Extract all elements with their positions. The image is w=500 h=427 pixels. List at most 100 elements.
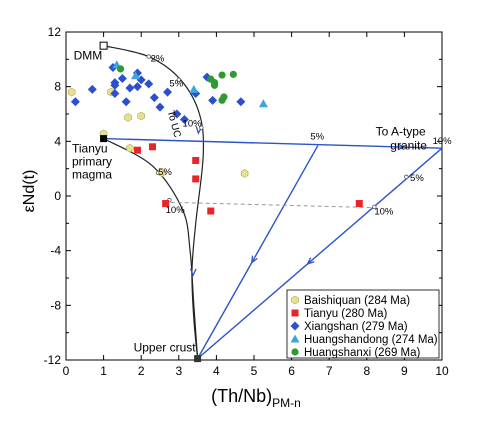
x-tick-label: 4 <box>213 364 220 378</box>
y-tick-label: 12 <box>48 25 62 39</box>
xiangshan-point <box>110 89 120 98</box>
primary-crust-mixing-curve <box>103 138 199 359</box>
dashed-mixing-line <box>163 201 375 209</box>
crust-to-granite-5pct-line <box>196 145 319 359</box>
legend-label-tianyu: Tianyu (280 Ma) <box>304 308 387 320</box>
legend-marker-huangshandong <box>290 334 300 343</box>
percent-annotation: 5% <box>310 131 324 142</box>
arrow-toward-crust-right <box>306 257 315 266</box>
tianyu-point <box>192 175 200 183</box>
upper-crust-marker <box>194 355 202 363</box>
xiangshan-point <box>163 87 173 97</box>
legend-marker-tianyu <box>291 309 299 317</box>
x-tick-label: 8 <box>363 364 370 378</box>
data-points <box>67 60 363 215</box>
tianyu-point <box>133 146 141 154</box>
y-tick-label: -8 <box>50 298 61 312</box>
xiangshan-point <box>125 83 135 93</box>
y-tick-label: 4 <box>54 134 61 148</box>
a-type-granite-label-line: To A-type <box>376 124 426 138</box>
y-tick-label: -12 <box>44 353 62 367</box>
xiangshan-point <box>179 114 189 124</box>
legend-label-huangshandong: Huangshandong (274 Ma) <box>304 334 438 346</box>
xiangshan-point <box>155 102 165 112</box>
baishiquan-point <box>137 111 145 121</box>
dmm-label: DMM <box>74 49 103 63</box>
y-tick-label: 0 <box>54 189 61 203</box>
huangshandong-point <box>131 71 141 80</box>
x-axis-label-main: (Th/Nb) <box>211 386 272 406</box>
legend-marker-baishiquan <box>291 295 299 305</box>
tianyu-point <box>355 200 363 208</box>
legend: Baishiquan (284 Ma)Tianyu (280 Ma)Xiangs… <box>286 289 440 359</box>
y-tick-label: -4 <box>50 244 61 258</box>
a-type-granite-label-line: granite <box>390 138 427 152</box>
legend-label-baishiquan: Baishiquan (284 Ma) <box>304 295 410 307</box>
upper-crust-label: Upper crust <box>134 341 197 355</box>
xiangshan-point <box>208 95 218 105</box>
dmm-crust-mixing-curve <box>103 45 205 359</box>
huangshanxi-point <box>218 96 226 104</box>
arrow-to-granite <box>397 143 407 151</box>
percent-annotation: 10% <box>183 118 203 129</box>
baishiquan-point <box>126 143 134 153</box>
huangshanxi-point <box>229 70 237 78</box>
huangshanxi-point <box>116 65 125 73</box>
xiangshan-point <box>132 82 142 92</box>
arrow-toward-crust-left <box>250 255 258 265</box>
percent-annotation: 5% <box>410 173 424 184</box>
legend-box <box>286 289 440 359</box>
crust-to-granite-line <box>197 147 443 360</box>
baishiquan-point <box>67 87 76 97</box>
xiangshan-point <box>236 97 246 107</box>
x-tick-label: 0 <box>63 364 70 378</box>
percent-annotation: 5% <box>158 167 172 178</box>
x-axis-label-subscript: PM-n <box>272 396 301 410</box>
mixing-curves <box>103 45 443 360</box>
primary-magma-label-line: Tianyu <box>72 142 108 156</box>
x-tick-label: 9 <box>401 364 408 378</box>
xiangshan-point <box>149 93 159 103</box>
x-axis-label: (Th/Nb)PM-n <box>211 386 301 410</box>
x-tick-label: 2 <box>138 364 145 378</box>
curve-increment-marker <box>176 77 181 83</box>
percent-annotation: 10% <box>433 136 453 147</box>
baishiquan-point <box>158 168 166 178</box>
huangshanxi-point <box>210 81 219 89</box>
percent-annotation: 2% <box>151 53 165 64</box>
primary-to-granite-line <box>103 137 443 149</box>
curve-increment-marker <box>199 125 204 130</box>
tianyu-point <box>148 143 156 151</box>
huangshandong-point <box>258 99 268 108</box>
a-type-granite-label: To A-type granite <box>376 124 428 152</box>
huangshanxi-point <box>218 71 226 79</box>
primary-magma-label: Tianyu primary magma <box>72 142 112 182</box>
legend-label-huangshanxi: Huangshanxi (269 Ma) <box>304 347 421 359</box>
y-axis-label: εNd(t) <box>21 170 38 213</box>
legend-marker-huangshanxi <box>291 348 299 356</box>
xiangshan-point <box>87 84 97 94</box>
baishiquan-point <box>124 113 132 122</box>
xiangshan-point <box>110 80 120 90</box>
x-tick-label: 10 <box>435 364 449 378</box>
x-tick-label: 6 <box>288 364 295 378</box>
y-tick-label: 8 <box>54 80 61 94</box>
x-tick-label: 1 <box>100 364 107 378</box>
legend-marker-xiangshan <box>290 321 300 331</box>
percent-annotation: 5% <box>169 79 183 90</box>
percent-annotation: 10% <box>166 205 186 216</box>
tianyu-point <box>192 156 200 164</box>
primary-magma-label-line: primary <box>72 155 112 169</box>
curve-increment-marker <box>404 174 409 180</box>
percent-annotation: 10% <box>374 206 394 217</box>
x-tick-label: 7 <box>326 364 333 378</box>
xiangshan-point <box>172 109 182 119</box>
xiangshan-point <box>121 97 131 107</box>
primary-magma-marker <box>100 135 108 143</box>
arrow-down-crust <box>189 268 197 277</box>
axes: 0 1 2 3 4 5 6 7 8 9 1012840-4-8-12(Th/Nb)PM-nεNd(t… <box>21 25 449 410</box>
x-tick-label: 5 <box>251 364 258 378</box>
endmember-labels: DMM Tianyu primary magma Upper crust To A-typ… <box>72 41 453 363</box>
tianyu-point <box>207 207 215 215</box>
